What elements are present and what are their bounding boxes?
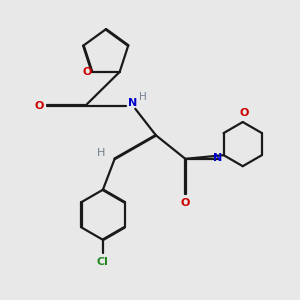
- Text: O: O: [35, 101, 44, 111]
- Text: H: H: [97, 148, 106, 158]
- Text: H: H: [139, 92, 146, 102]
- Text: N: N: [213, 153, 222, 163]
- Text: O: O: [181, 198, 190, 208]
- Text: O: O: [83, 67, 92, 77]
- Text: N: N: [128, 98, 137, 108]
- Text: Cl: Cl: [97, 257, 109, 267]
- Text: O: O: [239, 108, 249, 118]
